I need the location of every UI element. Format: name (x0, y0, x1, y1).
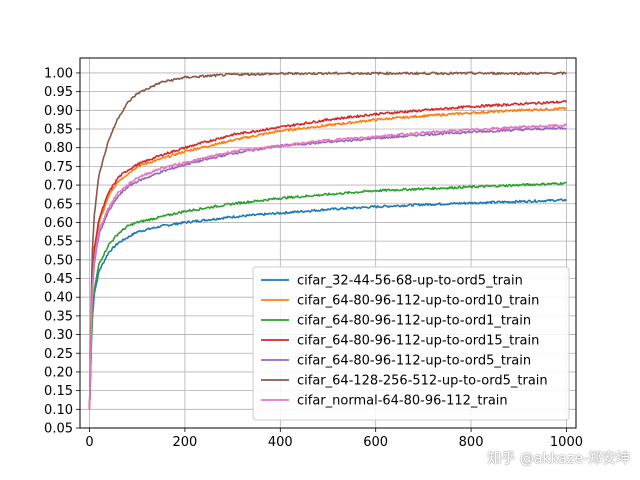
legend-entry-label: cifar_64-80-96-112-up-to-ord10_train (297, 294, 539, 309)
x-tick-label: 1000 (550, 435, 583, 450)
series-line-6 (88, 123, 568, 410)
y-tick-label: 0.70 (44, 179, 73, 194)
legend-entry-label: cifar_64-80-96-112-up-to-ord5_train (297, 354, 531, 369)
y-tick-label: 0.75 (44, 160, 73, 175)
series-line-0 (88, 198, 568, 410)
y-tick-label: 0.10 (44, 403, 73, 418)
y-tick-label: 0.50 (44, 253, 73, 268)
x-tick-label: 200 (173, 435, 198, 450)
y-tick-label: 0.65 (44, 197, 73, 212)
legend-box (252, 266, 570, 421)
legend: cifar_32-44-56-68-up-to-ord5_train cifar_… (252, 266, 570, 421)
y-tick-label: 0.05 (44, 422, 73, 437)
x-tick-label: 800 (459, 435, 484, 450)
series-line-1 (88, 106, 568, 410)
y-tick-label: 0.25 (44, 347, 73, 362)
y-tick-label: 0.95 (44, 85, 73, 100)
axis-ticks: 0 200 400 600 800 1000 0.05 0.10 0.15 0.20 0.25 0.3… (44, 66, 583, 450)
plot-frame (79, 57, 577, 429)
legend-entry-label: cifar_32-44-56-68-up-to-ord5_train (297, 274, 523, 289)
y-tick-label: 0.55 (44, 235, 73, 250)
legend-entry-label: cifar_normal-64-80-96-112_train (297, 394, 508, 409)
y-tick-label: 0.90 (44, 104, 73, 119)
series-line-3 (88, 99, 568, 410)
x-tick-label: 600 (363, 435, 388, 450)
series-line-4 (88, 126, 567, 410)
y-tick-label: 0.35 (44, 309, 73, 324)
series-line-5 (88, 71, 567, 410)
y-tick-label: 1.00 (44, 66, 73, 81)
y-tick-label: 0.85 (44, 123, 73, 138)
y-tick-label: 0.80 (44, 141, 73, 156)
y-tick-label: 0.45 (44, 272, 73, 287)
y-tick-label: 0.20 (44, 365, 73, 380)
x-tick-label: 0 (85, 435, 93, 450)
watermark-text: 知乎 @akkaze-郑安坤 (487, 451, 630, 467)
y-tick-label: 0.40 (44, 291, 73, 306)
y-tick-label: 0.15 (44, 384, 73, 399)
series-line-2 (88, 181, 567, 410)
legend-entry-label: cifar_64-80-96-112-up-to-ord1_train (297, 314, 531, 329)
y-tick-label: 0.30 (44, 328, 73, 343)
legend-entry-label: cifar_64-80-96-112-up-to-ord15_train (297, 334, 539, 349)
series-lines (88, 71, 568, 410)
legend-entry-label: cifar_64-128-256-512-up-to-ord5_train (297, 374, 548, 389)
y-tick-label: 0.60 (44, 216, 73, 231)
x-tick-label: 400 (268, 435, 293, 450)
